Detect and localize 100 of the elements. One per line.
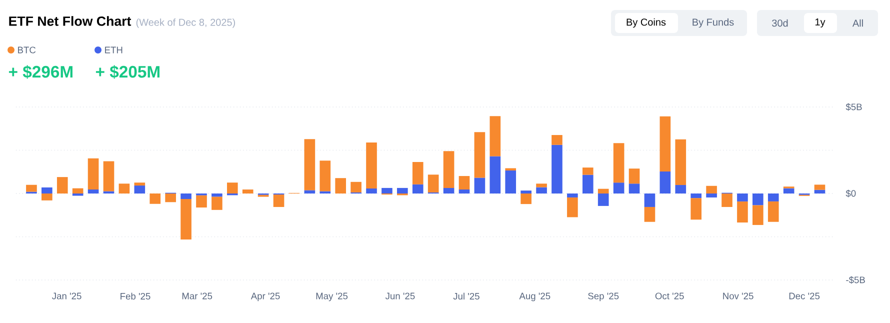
- bar: [520, 193, 532, 204]
- bar: [320, 160, 331, 192]
- bar: [722, 193, 732, 207]
- bar: [103, 161, 114, 192]
- bar: [752, 205, 764, 225]
- bar: [490, 116, 501, 156]
- bar: [397, 188, 408, 194]
- text: By Funds: [692, 18, 734, 28]
- bar: [675, 185, 686, 194]
- bar: [490, 156, 501, 194]
- bar: [536, 184, 547, 188]
- text: + $296M: [8, 65, 72, 79]
- bar: [520, 190, 532, 194]
- text: + $205M: [96, 65, 160, 79]
- text: By Coins: [626, 18, 666, 28]
- bar: [690, 193, 702, 198]
- bar: [42, 187, 52, 194]
- bar: [814, 184, 826, 190]
- bar: [56, 177, 68, 194]
- bar: [443, 188, 454, 194]
- x-tick-label: Feb '25: [120, 292, 150, 300]
- bar: [88, 158, 99, 190]
- chart-title: ETF Net Flow Chart: [9, 16, 132, 26]
- bar: [443, 151, 454, 188]
- bar: [628, 168, 640, 184]
- bar: [412, 184, 424, 194]
- bar: [644, 193, 656, 207]
- bar: [552, 144, 562, 194]
- bar: [660, 116, 671, 172]
- bar: [613, 143, 624, 183]
- bar: [552, 135, 562, 145]
- bar: [660, 172, 671, 194]
- bar: [752, 193, 764, 206]
- bar: [567, 193, 578, 198]
- x-tick-label: Nov '25: [723, 292, 754, 300]
- x-tick-label: Sep '25: [588, 292, 619, 302]
- x-tick-label: May '25: [316, 292, 348, 302]
- legend-label: BTC: [18, 46, 36, 54]
- bar: [196, 195, 207, 208]
- x-tick-label: Dec '25: [789, 292, 820, 300]
- bar: [613, 182, 624, 194]
- x-tick-label: Jun '25: [385, 292, 415, 300]
- bar: [242, 190, 254, 194]
- text: All: [852, 19, 863, 27]
- bar: [134, 182, 146, 186]
- x-tick-label: Jan '25: [52, 292, 82, 300]
- y-tick-label: $0: [846, 190, 856, 198]
- x-tick-label: Jul '25: [453, 292, 480, 300]
- bar: [737, 193, 748, 202]
- bar: [118, 184, 130, 194]
- bar: [598, 188, 609, 194]
- bar: [428, 174, 439, 192]
- bar: [474, 178, 486, 194]
- bar: [768, 193, 779, 202]
- bar: [412, 162, 424, 184]
- y-tick-label: $5B: [846, 103, 862, 111]
- bar: [165, 193, 176, 202]
- bar: [304, 139, 316, 190]
- bar: [366, 142, 377, 188]
- bar: [335, 178, 346, 194]
- x-tick-label: Aug '25: [519, 292, 550, 302]
- bar: [675, 139, 686, 186]
- chart-subtitle: (Week of Dec 8, 2025): [136, 18, 236, 28]
- bar: [180, 193, 192, 200]
- x-tick-label: Apr '25: [250, 292, 280, 302]
- bar: [180, 199, 192, 240]
- bar: [598, 193, 609, 206]
- bar: [706, 193, 717, 198]
- bar: [304, 190, 316, 194]
- x-tick-label: Oct '25: [655, 292, 684, 300]
- bar: [350, 182, 362, 192]
- text: 1y: [815, 18, 826, 28]
- bar: [366, 188, 377, 194]
- bar: [72, 188, 84, 194]
- bar: [737, 201, 748, 223]
- bar: [212, 196, 222, 210]
- y-tick-label: -$5B: [846, 276, 865, 284]
- x-tick-label: Mar '25: [182, 292, 212, 300]
- bar: [134, 186, 146, 194]
- bar: [474, 132, 486, 178]
- bar: [505, 170, 516, 194]
- bar: [783, 188, 794, 194]
- bar: [226, 182, 238, 194]
- bar: [690, 198, 702, 220]
- bar: [273, 194, 284, 207]
- bar: [212, 193, 222, 197]
- bar: [150, 193, 161, 204]
- legend-label: ETH: [105, 46, 122, 54]
- bar: [814, 190, 826, 194]
- bar: [768, 201, 779, 222]
- bar: [628, 184, 640, 194]
- bar: [644, 206, 656, 222]
- bar: [26, 184, 37, 192]
- bar: [88, 190, 99, 194]
- bar: [706, 186, 717, 194]
- bar: [458, 176, 470, 190]
- text: 30d: [772, 19, 788, 27]
- bar: [536, 187, 547, 194]
- bar: [458, 190, 470, 194]
- bar: [382, 188, 392, 194]
